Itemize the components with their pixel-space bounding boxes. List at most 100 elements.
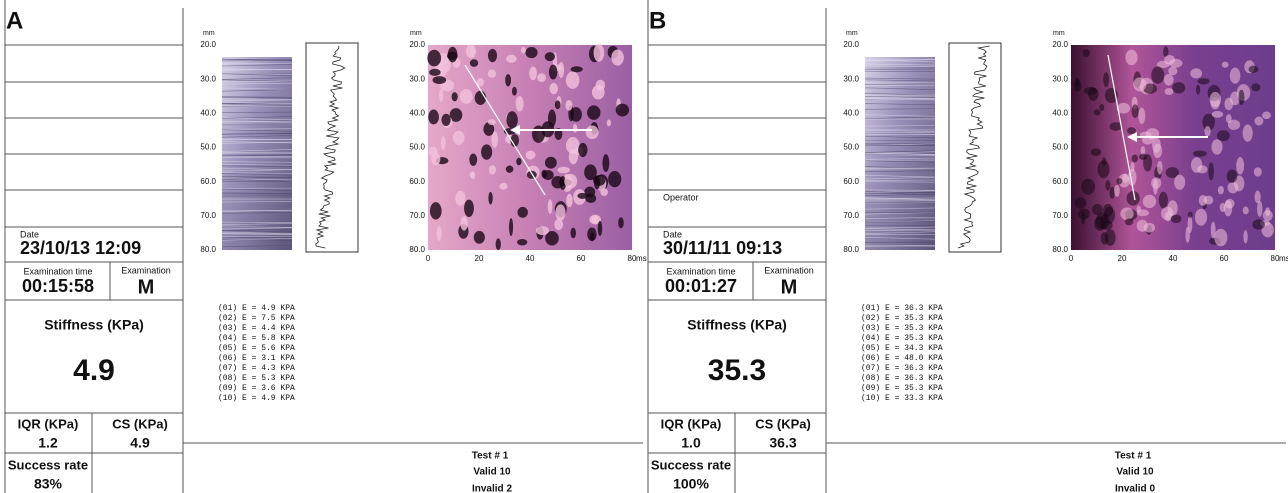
elastogram-unit: mm	[1053, 30, 1065, 37]
elastogram-texture	[1098, 161, 1110, 179]
elastogram-texture	[505, 74, 511, 86]
elastogram-texture	[1224, 200, 1232, 216]
elastogram-texture	[470, 46, 474, 57]
iqr-value: 1.2	[38, 435, 58, 451]
elastogram-y-tick-label: 40.0	[1052, 108, 1068, 117]
elastogram-texture	[1120, 208, 1133, 220]
elastogram-y-tick-label: 70.0	[409, 211, 425, 220]
cs-value: 4.9	[130, 435, 150, 451]
elastogram-texture	[1227, 170, 1238, 183]
elastogram-texture	[586, 126, 599, 140]
elastogram-texture	[545, 52, 555, 61]
elastogram-texture	[1099, 104, 1104, 111]
elastogram-texture	[1078, 208, 1090, 219]
elastogram-texture	[1238, 90, 1244, 105]
elastogram-texture	[427, 50, 441, 67]
elastogram-texture	[1125, 218, 1134, 225]
elastogram-texture	[430, 202, 442, 219]
elastogram-texture	[566, 71, 579, 88]
elastogram-texture	[527, 171, 537, 179]
measurement-line: (05) E = 34.3 KPA	[861, 344, 943, 353]
elastogram-texture	[607, 119, 611, 126]
report-screenshot: ADate23/10/13 12:09Examination time00:15…	[0, 0, 1288, 493]
invalid-count: Invalid 0	[1115, 484, 1155, 493]
elastogram-texture	[1196, 85, 1200, 95]
page: ADate23/10/13 12:09Examination time00:15…	[0, 0, 1288, 493]
elastogram-texture	[573, 124, 577, 133]
elastogram-texture	[1143, 195, 1156, 208]
elastogram-texture	[616, 104, 629, 117]
elastogram-texture	[608, 171, 621, 187]
elastogram-unit: mm	[410, 30, 422, 37]
measurement-line: (02) E = 7.5 KPA	[218, 314, 295, 323]
success-value: 100%	[673, 476, 709, 492]
elastogram-texture	[1130, 162, 1134, 172]
m-mode-tick-label: 30.0	[200, 74, 216, 83]
elastogram-texture	[1226, 114, 1232, 123]
elastogram-y-tick-label: 40.0	[409, 108, 425, 117]
m-mode-tick-label: 40.0	[200, 108, 216, 117]
measurement-line: (05) E = 5.6 KPA	[218, 344, 295, 353]
measurement-line: (02) E = 35.3 KPA	[861, 314, 943, 323]
elastogram-texture	[1252, 219, 1265, 229]
panel-label: B	[649, 7, 666, 34]
elastogram-texture	[1164, 74, 1174, 86]
elastogram-texture	[594, 44, 605, 62]
elastogram-texture	[1081, 179, 1095, 195]
elastogram-texture	[1222, 62, 1229, 68]
elastogram-texture	[432, 76, 446, 84]
elastogram-texture	[488, 192, 492, 205]
elastogram-texture	[455, 191, 465, 206]
elastogram-texture	[1101, 232, 1109, 245]
elastogram-texture	[1074, 80, 1082, 92]
elastogram-texture	[1109, 187, 1114, 199]
elastogram-texture	[578, 143, 587, 157]
a-mode-trace	[958, 46, 990, 248]
elastogram-texture	[452, 92, 458, 101]
elastogram-texture	[590, 232, 595, 241]
stiffness-value: 4.9	[73, 354, 115, 387]
elastogram-texture	[488, 69, 496, 77]
operator-label: Operator	[663, 192, 699, 202]
success-label: Success rate	[8, 457, 88, 472]
elastogram-texture	[1195, 209, 1207, 226]
elastogram-texture	[1151, 177, 1161, 189]
elastogram-y-tick-label: 50.0	[1052, 143, 1068, 152]
elastogram-texture	[1114, 185, 1120, 197]
m-mode-tick-label: 70.0	[200, 211, 216, 220]
elastogram-texture	[1151, 66, 1164, 83]
invalid-count: Invalid 2	[472, 484, 512, 493]
elastogram-y-tick-label: 30.0	[1052, 74, 1068, 83]
elastogram-texture	[516, 96, 524, 111]
elastogram-texture	[1212, 111, 1223, 118]
elastogram-texture	[1125, 50, 1137, 66]
elastogram-x-tick-label: 0	[426, 254, 431, 263]
elastogram-texture	[1262, 111, 1271, 119]
date-value: 23/10/13 12:09	[20, 238, 141, 258]
elastogram-texture	[1110, 122, 1122, 130]
elastogram-texture	[1243, 207, 1249, 215]
measurement-line: (01) E = 4.9 KPA	[218, 304, 295, 313]
elastogram-texture	[499, 183, 507, 190]
measurement-line: (08) E = 5.3 KPA	[218, 374, 295, 383]
elastogram-texture	[1084, 87, 1097, 95]
elastogram-texture	[1263, 210, 1273, 221]
cs-label: CS (KPa)	[112, 416, 168, 431]
exam-time-value: 00:01:27	[665, 276, 737, 296]
m-mode-tick-label: 80.0	[843, 245, 859, 254]
elastogram-texture	[517, 207, 527, 218]
elastogram-texture	[506, 111, 517, 128]
m-mode-unit: mm	[203, 30, 215, 37]
measurement-line: (06) E = 3.1 KPA	[218, 354, 295, 363]
exam-label: Examination	[121, 265, 171, 275]
elastogram-texture	[1133, 77, 1146, 91]
measurement-line: (03) E = 35.3 KPA	[861, 324, 943, 333]
exam-time-value: 00:15:58	[22, 276, 94, 296]
elastogram-y-tick-label: 80.0	[409, 245, 425, 254]
elastogram-texture	[471, 171, 475, 179]
elastogram-texture	[1171, 215, 1182, 223]
iqr-label: IQR (KPa)	[18, 416, 79, 431]
elastogram-texture	[441, 136, 446, 150]
elastogram-texture	[600, 188, 608, 196]
measurement-line: (07) E = 4.3 KPA	[218, 364, 295, 373]
